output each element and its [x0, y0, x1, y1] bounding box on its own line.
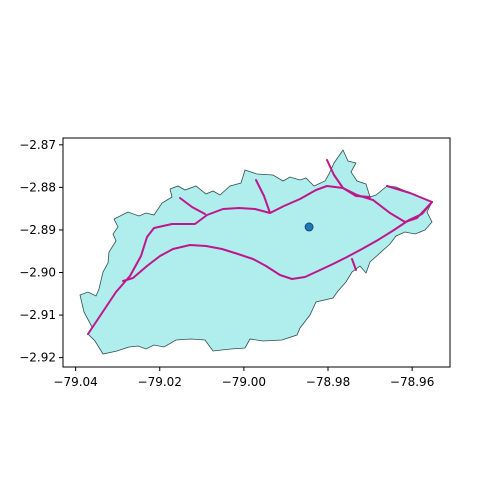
axes-frame — [62, 137, 451, 368]
road-line — [87, 185, 433, 335]
x-tick-label: −79.04 — [53, 375, 97, 389]
road-network — [87, 159, 433, 335]
x-axis-ticks: −79.04 −79.02 −79.00 −78.98 −78.96 — [53, 367, 434, 389]
x-tick-label: −78.98 — [306, 375, 350, 389]
marker-point — [304, 222, 314, 232]
road-line — [255, 179, 271, 214]
x-tick-label: −78.96 — [390, 375, 434, 389]
x-tick-label: −79.02 — [138, 375, 182, 389]
region-polygon — [79, 149, 433, 355]
y-tick-label: −2.90 — [19, 266, 56, 280]
road-line — [386, 185, 433, 203]
y-tick-label: −2.91 — [19, 308, 56, 322]
y-tick-label: −2.92 — [19, 351, 56, 365]
y-tick-label: −2.87 — [19, 138, 56, 152]
y-tick-label: −2.89 — [19, 223, 56, 237]
y-axis-ticks: −2.87 −2.88 −2.89 −2.90 −2.91 −2.92 — [19, 138, 63, 365]
y-tick-label: −2.88 — [19, 180, 56, 194]
road-line — [326, 159, 371, 198]
road-line — [179, 197, 206, 215]
road-line — [122, 201, 433, 282]
road-line — [351, 258, 357, 271]
x-tick-label: −79.00 — [222, 375, 266, 389]
